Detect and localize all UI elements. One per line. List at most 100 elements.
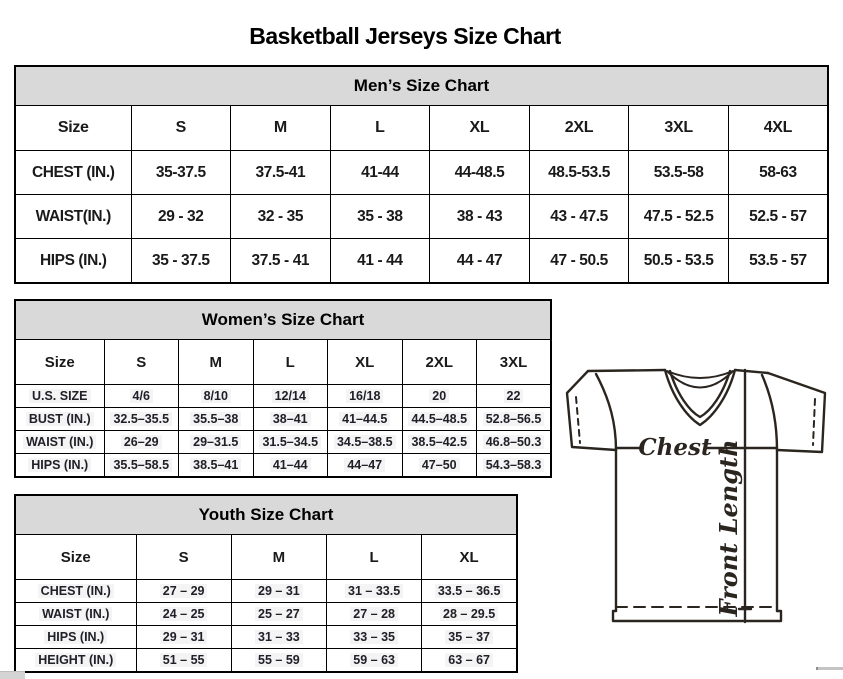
- size-value-cell: 25 – 27: [230, 602, 328, 626]
- size-value-cell: 59 – 63: [325, 648, 423, 673]
- size-value-cell: 38 - 43: [429, 194, 530, 239]
- size-value-cell: 47 - 50.5: [528, 238, 630, 284]
- size-value-cell-text: 43 - 47.5: [550, 207, 608, 225]
- row-label-text: HEIGHT (IN.): [35, 653, 117, 667]
- size-value-cell: 55 – 59: [230, 648, 328, 673]
- size-value-cell-text: 29–31.5: [190, 435, 242, 449]
- size-value-cell-text: 32.5–35.5: [110, 412, 173, 426]
- size-value-cell-text: 27 – 28: [350, 607, 398, 621]
- size-value-cell: 41–44.5: [327, 407, 403, 431]
- row-label: WAIST (IN.): [14, 602, 137, 626]
- size-value-cell-text: 44 - 47: [456, 251, 503, 269]
- table-header-row: Size S M L XL: [14, 534, 518, 580]
- column-header: 3XL: [628, 105, 729, 151]
- size-value-cell: 48.5-53.5: [528, 150, 630, 195]
- table-row: WAIST(IN.) 29 - 32 32 - 35 35 - 38 38 - 43 43…: [14, 194, 829, 239]
- size-value-cell: 31.5–34.5: [252, 430, 328, 454]
- size-value-cell-text: 25 – 27: [255, 607, 303, 621]
- table-title: Youth Size Chart: [14, 494, 518, 535]
- jersey-right-seam: [760, 373, 779, 452]
- row-label: CHEST (IN.): [14, 150, 132, 195]
- column-header: L: [252, 339, 328, 385]
- size-value-cell: 51 – 55: [135, 648, 232, 673]
- row-label-text: BUST (IN.): [25, 412, 94, 426]
- size-value-cell: 27 – 28: [325, 602, 423, 626]
- column-header: S: [130, 105, 232, 151]
- table-row: HEIGHT (IN.) 51 – 55 55 – 59 59 – 63 63 – 67: [14, 648, 518, 673]
- column-header: S: [135, 534, 232, 580]
- size-value-cell-text: 52.8–56.5: [482, 412, 545, 426]
- column-header: 2XL: [528, 105, 630, 151]
- column-header: M: [230, 534, 328, 580]
- size-value-cell-text: 31.5–34.5: [259, 435, 322, 449]
- jersey-collar-back-arc2: [667, 371, 733, 389]
- row-label-text: HIPS (IN.): [39, 251, 107, 269]
- size-value-cell-text: 47–50: [418, 458, 460, 472]
- size-value-cell-text: 59 – 63: [350, 653, 398, 667]
- size-value-cell-text: 52.5 - 57: [749, 207, 807, 225]
- row-label-text: WAIST(IN.): [35, 207, 112, 225]
- row-label: WAIST(IN.): [14, 194, 132, 239]
- size-value-cell-text: 41–44: [269, 458, 311, 472]
- column-header: S: [103, 339, 179, 385]
- column-header: XL: [429, 105, 530, 151]
- size-value-cell: 32.5–35.5: [103, 407, 179, 431]
- jersey-left-sleeve: [565, 369, 618, 452]
- jersey-right-sleeve: [766, 371, 827, 454]
- column-header: XL: [421, 534, 518, 580]
- jersey-hem: [611, 609, 783, 623]
- size-value-cell: 34.5–38.5: [327, 430, 403, 454]
- size-value-cell-text: 37.5-41: [255, 163, 306, 181]
- size-value-cell-text: 26–29: [120, 435, 162, 449]
- row-label-text: WAIST (IN.): [39, 607, 113, 621]
- size-value-cell: 53.5 - 57: [727, 238, 829, 284]
- column-header: M: [178, 339, 254, 385]
- row-label: HEIGHT (IN.): [14, 648, 137, 673]
- size-value-cell-text: 53.5-58: [653, 163, 704, 181]
- table-row: WAIST (IN.) 24 – 25 25 – 27 27 – 28 28 – 29.…: [14, 602, 518, 626]
- size-value-cell: 35 – 37: [421, 625, 518, 649]
- size-value-cell: 63 – 67: [421, 648, 518, 673]
- youth-size-table: Youth Size Chart Size S M L XL CHEST (IN.) 27 –…: [14, 494, 518, 673]
- table-row: HIPS (IN.) 29 – 31 31 – 33 33 – 35 35 – 37: [14, 625, 518, 649]
- size-value-cell-text: 24 – 25: [159, 607, 208, 621]
- size-value-cell-text: 31 – 33.5: [345, 584, 404, 598]
- jersey-left-cuff-dashes: [575, 396, 581, 444]
- size-value-cell: 41 - 44: [329, 238, 431, 284]
- column-header: L: [329, 105, 431, 151]
- size-value-cell: 35.5–58.5: [103, 453, 179, 478]
- column-header: 3XL: [476, 339, 552, 385]
- horizontal-scrollbar-thumb[interactable]: [0, 671, 25, 679]
- size-value-cell-text: 35 - 37.5: [151, 251, 210, 269]
- size-value-cell: 53.5-58: [628, 150, 729, 195]
- row-label-text: CHEST (IN.): [37, 584, 114, 598]
- column-header: Size: [14, 339, 105, 385]
- row-label: CHEST (IN.): [14, 579, 137, 603]
- size-value-cell-text: 47 - 50.5: [550, 251, 608, 269]
- size-value-cell: 44 - 47: [429, 238, 530, 284]
- table-row: HIPS (IN.) 35.5–58.5 38.5–41 41–44 44–47 47–5…: [14, 453, 552, 478]
- size-value-cell-text: 12/14: [271, 389, 309, 403]
- size-value-cell-text: 35-37.5: [155, 163, 206, 181]
- size-value-cell-text: 50.5 - 53.5: [643, 251, 714, 269]
- size-value-cell: 8/10: [178, 384, 254, 408]
- size-value-cell-text: 28 – 29.5: [440, 607, 499, 621]
- jersey-collar-back-arc1: [666, 370, 734, 379]
- table-row: WAIST (IN.) 26–29 29–31.5 31.5–34.5 34.5–38.…: [14, 430, 552, 454]
- size-value-cell: 38.5–41: [178, 453, 254, 478]
- size-value-cell: 52.8–56.5: [476, 407, 552, 431]
- size-value-cell: 29 – 31: [230, 579, 328, 603]
- size-value-cell: 46.8–50.3: [476, 430, 552, 454]
- size-value-cell-text: 22: [503, 389, 524, 403]
- row-label: HIPS (IN.): [14, 453, 105, 478]
- table-row: CHEST (IN.) 27 – 29 29 – 31 31 – 33.5 33.5 –…: [14, 579, 518, 603]
- column-header: 2XL: [401, 339, 477, 385]
- size-value-cell: 37.5 - 41: [230, 238, 331, 284]
- size-value-cell-text: 48.5-53.5: [548, 163, 610, 181]
- size-value-cell: 33.5 – 36.5: [421, 579, 518, 603]
- size-value-cell: 29–31.5: [178, 430, 254, 454]
- horizontal-scrollbar-fragment[interactable]: [816, 667, 843, 670]
- size-value-cell: 35 - 38: [329, 194, 431, 239]
- size-value-cell-text: 35.5–58.5: [110, 458, 173, 472]
- size-value-cell: 47–50: [401, 453, 477, 478]
